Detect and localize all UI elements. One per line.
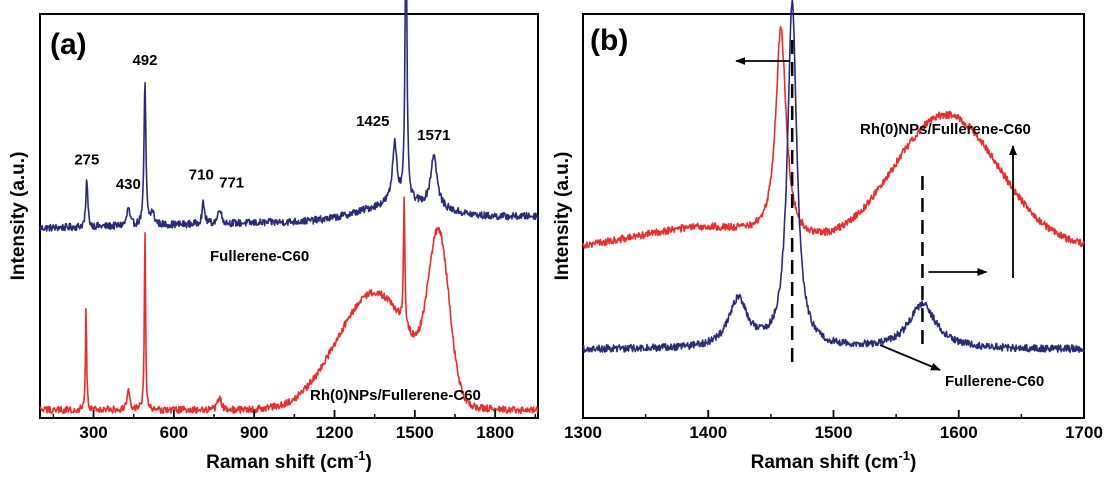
panel-b-label: (b)	[590, 24, 628, 57]
panel-a-series-group	[39, 0, 539, 415]
panel-b-series-group	[582, 0, 1085, 353]
peak-label-1571: 1571	[417, 127, 450, 144]
series-line-b-1	[582, 0, 1085, 353]
x-tick-label-a-300: 300	[79, 423, 107, 442]
panel-b-chart: 1300 1400 1500 1600 1700 (b) Rh(0)NPs/Fuller…	[552, 0, 1103, 473]
panel-a-x-axis-label: Raman shift (cm-1)	[206, 448, 372, 473]
panel-a-label: (a)	[50, 28, 87, 61]
x-tick-label-b-1400: 1400	[689, 423, 727, 442]
panel-a-x-axis-label-close: )	[366, 452, 372, 473]
x-tick-label-a-600: 600	[160, 423, 188, 442]
peak-label-710: 710	[189, 167, 214, 184]
panel-b-plot-frame	[582, 13, 1085, 419]
panel-b-x-ticks: 1300 1400 1500 1600 1700	[564, 410, 1103, 442]
x-tick-label-a-1200: 1200	[316, 423, 354, 442]
series-line-a-0	[39, 0, 539, 232]
panel-a-series-label-fullerene: Fullerene-C60	[210, 248, 309, 265]
x-tick-label-b-1700: 1700	[1065, 423, 1103, 442]
panel-b-x-axis-label-sup: -1	[898, 448, 910, 463]
panel-a-chart: 300 600 900 1200 1500 1800 275 430 492 710 771 142…	[8, 0, 539, 473]
peak-label-430: 430	[116, 176, 141, 193]
panel-a-x-ticks: 300 600 900 1200 1500 1800	[52, 410, 537, 442]
panel-b-x-axis-label-close: )	[910, 452, 916, 473]
x-tick-label-b-1600: 1600	[940, 423, 978, 442]
panel-a-y-axis-label: Intensity (a.u.)	[8, 152, 29, 281]
series-line-b-0	[582, 25, 1085, 249]
panel-a-plot-frame	[39, 13, 539, 419]
panel-b-x-axis-label-main: Raman shift (cm	[751, 452, 899, 473]
panel-b-y-axis-label: Intensity (a.u.)	[552, 152, 573, 281]
panel-b-annotations	[735, 40, 1017, 371]
x-tick-label-a-900: 900	[240, 423, 268, 442]
x-tick-label-b-1500: 1500	[815, 423, 853, 442]
arrow-to-fullerene-label	[879, 344, 941, 371]
panel-b-annotation-fullerene: Fullerene-C60	[945, 373, 1044, 390]
x-tick-label-a-1500: 1500	[396, 423, 434, 442]
peak-label-275: 275	[74, 151, 99, 168]
panel-a-series-label-rh: Rh(0)NPs/Fullerene-C60	[310, 387, 481, 404]
peak-label-492: 492	[132, 52, 157, 69]
panel-a-x-axis-label-sup: -1	[354, 448, 366, 463]
peak-label-771: 771	[219, 174, 244, 191]
x-tick-label-b-1300: 1300	[564, 423, 602, 442]
peak-label-1425: 1425	[356, 113, 389, 130]
panel-a-x-axis-label-main: Raman shift (cm	[206, 452, 354, 473]
x-tick-label-a-1800: 1800	[476, 423, 514, 442]
series-line-a-1	[39, 196, 539, 415]
panel-b-annotation-rh: Rh(0)NPs/Fullerene-C60	[860, 121, 1031, 138]
panel-b-x-axis-label: Raman shift (cm-1)	[751, 448, 917, 473]
panel-a-peak-labels: 275430492710771142514671571	[74, 52, 450, 193]
